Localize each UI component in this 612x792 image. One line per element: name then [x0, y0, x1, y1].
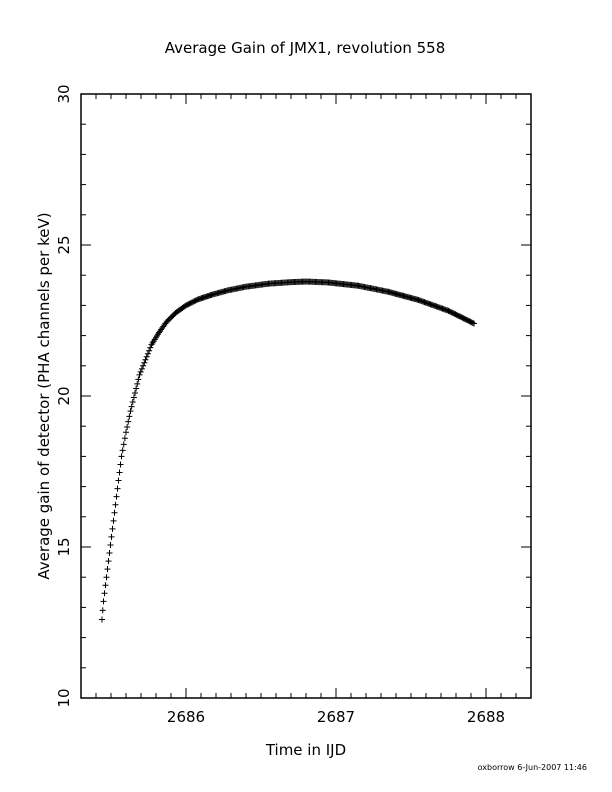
- data-point: [118, 453, 125, 460]
- data-point: [138, 365, 145, 372]
- data-point: [99, 616, 105, 623]
- data-point: [134, 380, 141, 387]
- data-point: [107, 541, 114, 548]
- data-point: [132, 389, 138, 396]
- data-point: [120, 441, 127, 448]
- y-axis-label: Average gain of detector (PHA channels p…: [35, 212, 53, 579]
- data-point: [127, 408, 134, 415]
- data-point: [108, 533, 115, 540]
- data-point: [115, 477, 122, 484]
- data-point: [135, 376, 142, 383]
- chart-title: Average Gain of JMX1, revolution 558: [165, 39, 446, 57]
- data-point: [125, 418, 132, 425]
- data-point: [144, 350, 151, 357]
- data-point: [471, 320, 477, 327]
- data-point: [100, 598, 107, 605]
- footer-stamp: oxborrow 6-Jun-2007 11:46: [478, 763, 587, 772]
- y-tick-label: 20: [55, 386, 73, 405]
- data-points: [99, 278, 477, 623]
- axis-ticks: [80, 93, 532, 699]
- data-point: [113, 493, 120, 500]
- data-point: [121, 435, 128, 442]
- y-tick-label: 15: [55, 537, 73, 556]
- x-tick-label: 2687: [317, 708, 355, 726]
- data-point: [123, 429, 129, 436]
- data-point: [114, 485, 121, 492]
- data-point: [143, 353, 150, 360]
- data-point: [101, 590, 108, 597]
- data-point: [117, 461, 124, 468]
- data-point: [104, 566, 111, 573]
- data-point: [129, 399, 136, 406]
- data-point: [112, 501, 119, 508]
- y-tick-label: 30: [55, 84, 73, 103]
- data-point: [146, 347, 153, 354]
- x-axis-label: Time in IJD: [265, 741, 346, 759]
- data-point: [105, 558, 112, 565]
- data-point: [102, 582, 109, 589]
- data-point: [469, 319, 476, 326]
- tick-labels: 10 15 20 25 30 2686 2687 2688: [55, 84, 505, 726]
- data-point: [130, 394, 137, 401]
- data-point: [140, 362, 147, 369]
- data-point: [116, 469, 123, 476]
- data-point: [147, 344, 154, 351]
- data-point: [124, 423, 131, 430]
- y-tick-label: 10: [55, 688, 73, 707]
- data-point: [106, 550, 113, 557]
- data-point: [119, 447, 126, 454]
- data-point: [137, 368, 144, 375]
- data-point: [126, 413, 133, 420]
- data-point: [128, 403, 135, 410]
- x-tick-label: 2688: [467, 708, 505, 726]
- data-point: [109, 525, 116, 532]
- plot-frame: [80, 93, 532, 699]
- data-point: [111, 509, 118, 516]
- data-point: [136, 371, 143, 378]
- data-point: [99, 607, 106, 614]
- y-tick-label: 25: [55, 235, 73, 254]
- data-point: [133, 385, 140, 392]
- data-point: [103, 574, 110, 581]
- data-point: [142, 356, 149, 363]
- data-point: [110, 517, 117, 524]
- x-tick-label: 2686: [167, 708, 205, 726]
- data-point: [141, 359, 148, 366]
